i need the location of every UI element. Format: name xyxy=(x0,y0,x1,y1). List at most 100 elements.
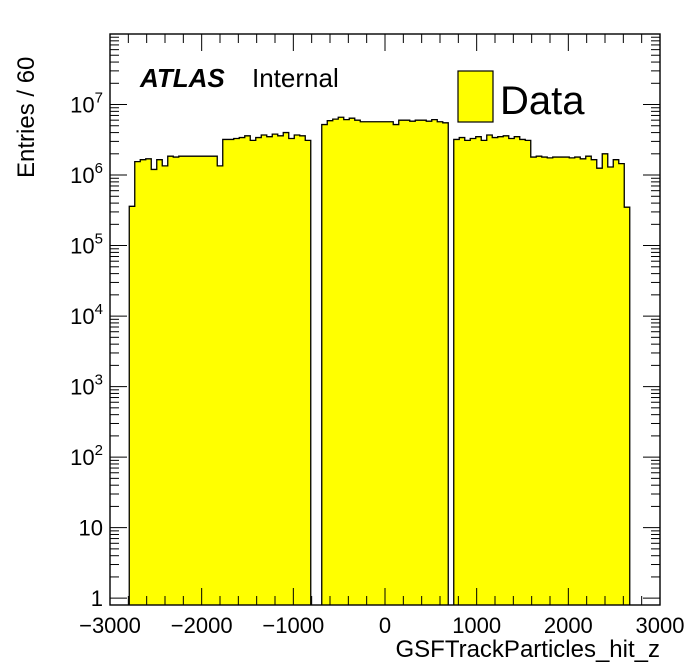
y-tick-label: 105 xyxy=(70,231,103,259)
histogram-bin xyxy=(371,121,378,606)
x-tick-label: −1000 xyxy=(262,613,324,638)
internal-label: Internal xyxy=(252,63,339,93)
histogram-bin xyxy=(261,134,268,605)
histogram-bin xyxy=(420,120,427,606)
histogram-bin xyxy=(151,169,158,606)
histogram-bin xyxy=(547,157,554,606)
histogram-bin xyxy=(178,156,185,605)
histogram-bin xyxy=(563,157,570,605)
histogram-bin xyxy=(255,137,262,606)
legend: Data xyxy=(457,70,585,123)
histogram-bars xyxy=(128,116,631,606)
histogram-bin xyxy=(277,135,284,605)
histogram-bin xyxy=(426,121,433,606)
histogram-bin xyxy=(272,134,279,605)
x-tick-label: −2000 xyxy=(171,613,233,638)
histogram-bin xyxy=(404,120,411,606)
histogram-bin xyxy=(140,159,147,605)
histogram-bin xyxy=(475,136,482,605)
histogram-bin xyxy=(206,156,213,605)
histogram-bin xyxy=(481,140,488,606)
atlas-label: ATLAS xyxy=(139,63,225,93)
histogram-bin xyxy=(387,121,394,606)
histogram-bin xyxy=(585,156,592,605)
y-tick-labels: 1 10 102 103 104 105 106 107 xyxy=(70,90,103,612)
x-tick-label: 1000 xyxy=(452,613,501,638)
histogram-bin xyxy=(145,158,152,605)
histogram-bin xyxy=(283,132,290,606)
histogram-bin xyxy=(195,156,202,605)
histogram-bin xyxy=(519,139,526,605)
y-tick-label: 107 xyxy=(70,90,103,118)
histogram-bin xyxy=(222,139,229,605)
histogram-bin xyxy=(607,167,614,605)
histogram-bin xyxy=(492,137,499,606)
histogram-bin xyxy=(211,156,218,605)
histogram-bin xyxy=(167,156,174,605)
histogram-bin xyxy=(228,139,235,605)
histogram-bin xyxy=(233,138,240,606)
histogram-bin xyxy=(580,158,587,605)
y-tick-label: 1 xyxy=(91,586,103,611)
y-tick-label: 106 xyxy=(70,160,103,188)
histogram-bin xyxy=(360,121,367,606)
histogram-bin xyxy=(393,124,400,606)
y-axis-title: Entries / 60 xyxy=(13,57,40,178)
histogram-bin xyxy=(134,161,141,605)
histogram-outline xyxy=(453,134,631,605)
histogram-bin xyxy=(200,156,207,605)
histogram-bin xyxy=(459,137,466,606)
x-tick-label: 0 xyxy=(379,613,391,638)
histogram-bin xyxy=(574,157,581,605)
histogram-bin xyxy=(624,207,631,606)
histogram-bin xyxy=(156,159,163,605)
histogram-bin xyxy=(299,135,306,605)
histogram-bin xyxy=(184,156,191,605)
legend-swatch xyxy=(457,70,494,123)
histogram-bin xyxy=(382,121,389,606)
histogram-bin xyxy=(162,165,169,605)
histogram-bin xyxy=(596,168,603,606)
histogram-bin xyxy=(486,134,493,605)
histogram-bin xyxy=(558,157,565,605)
x-tick-labels: −3000 −2000 −1000 0 1000 2000 3000 xyxy=(79,613,684,638)
histogram-outline xyxy=(321,116,449,605)
x-tick-label: −3000 xyxy=(79,613,141,638)
x-ticks xyxy=(109,34,661,605)
histogram-bin xyxy=(338,117,345,606)
histogram-bin xyxy=(354,120,361,606)
histogram-bin xyxy=(470,138,477,606)
histogram-bin xyxy=(431,119,438,605)
histogram-bin xyxy=(398,120,405,606)
histogram-bin xyxy=(173,157,180,605)
histogram-bin xyxy=(442,122,449,606)
histogram-bin xyxy=(503,135,510,605)
histogram-bin xyxy=(437,121,444,606)
histogram-bin xyxy=(409,121,416,606)
y-tick-label: 104 xyxy=(70,301,103,329)
x-tick-label: 2000 xyxy=(544,613,593,638)
histogram-bin xyxy=(321,124,328,606)
histogram-bin xyxy=(305,140,312,606)
histogram-bin xyxy=(613,159,620,605)
histogram-bin xyxy=(189,156,196,605)
y-tick-label: 103 xyxy=(70,372,103,400)
histogram-bin xyxy=(536,156,543,605)
histogram-bin xyxy=(618,163,625,605)
histogram-bin xyxy=(530,157,537,605)
histogram-bin xyxy=(349,118,356,605)
histogram-bin xyxy=(569,157,576,606)
histogram-bin xyxy=(497,136,504,605)
histogram-bin xyxy=(525,140,532,606)
x-axis-title: GSFTrackParticles_hit_z xyxy=(395,636,660,663)
histogram-bin xyxy=(294,134,301,605)
y-tick-label: 10 xyxy=(79,516,103,541)
histogram-bin xyxy=(244,135,251,605)
histogram-bin xyxy=(514,136,521,605)
y-tick-label: 102 xyxy=(70,442,103,470)
histogram-bin xyxy=(376,121,383,606)
histogram-bin xyxy=(250,140,257,606)
histogram-bin xyxy=(332,119,339,606)
histogram-bin xyxy=(288,138,295,606)
